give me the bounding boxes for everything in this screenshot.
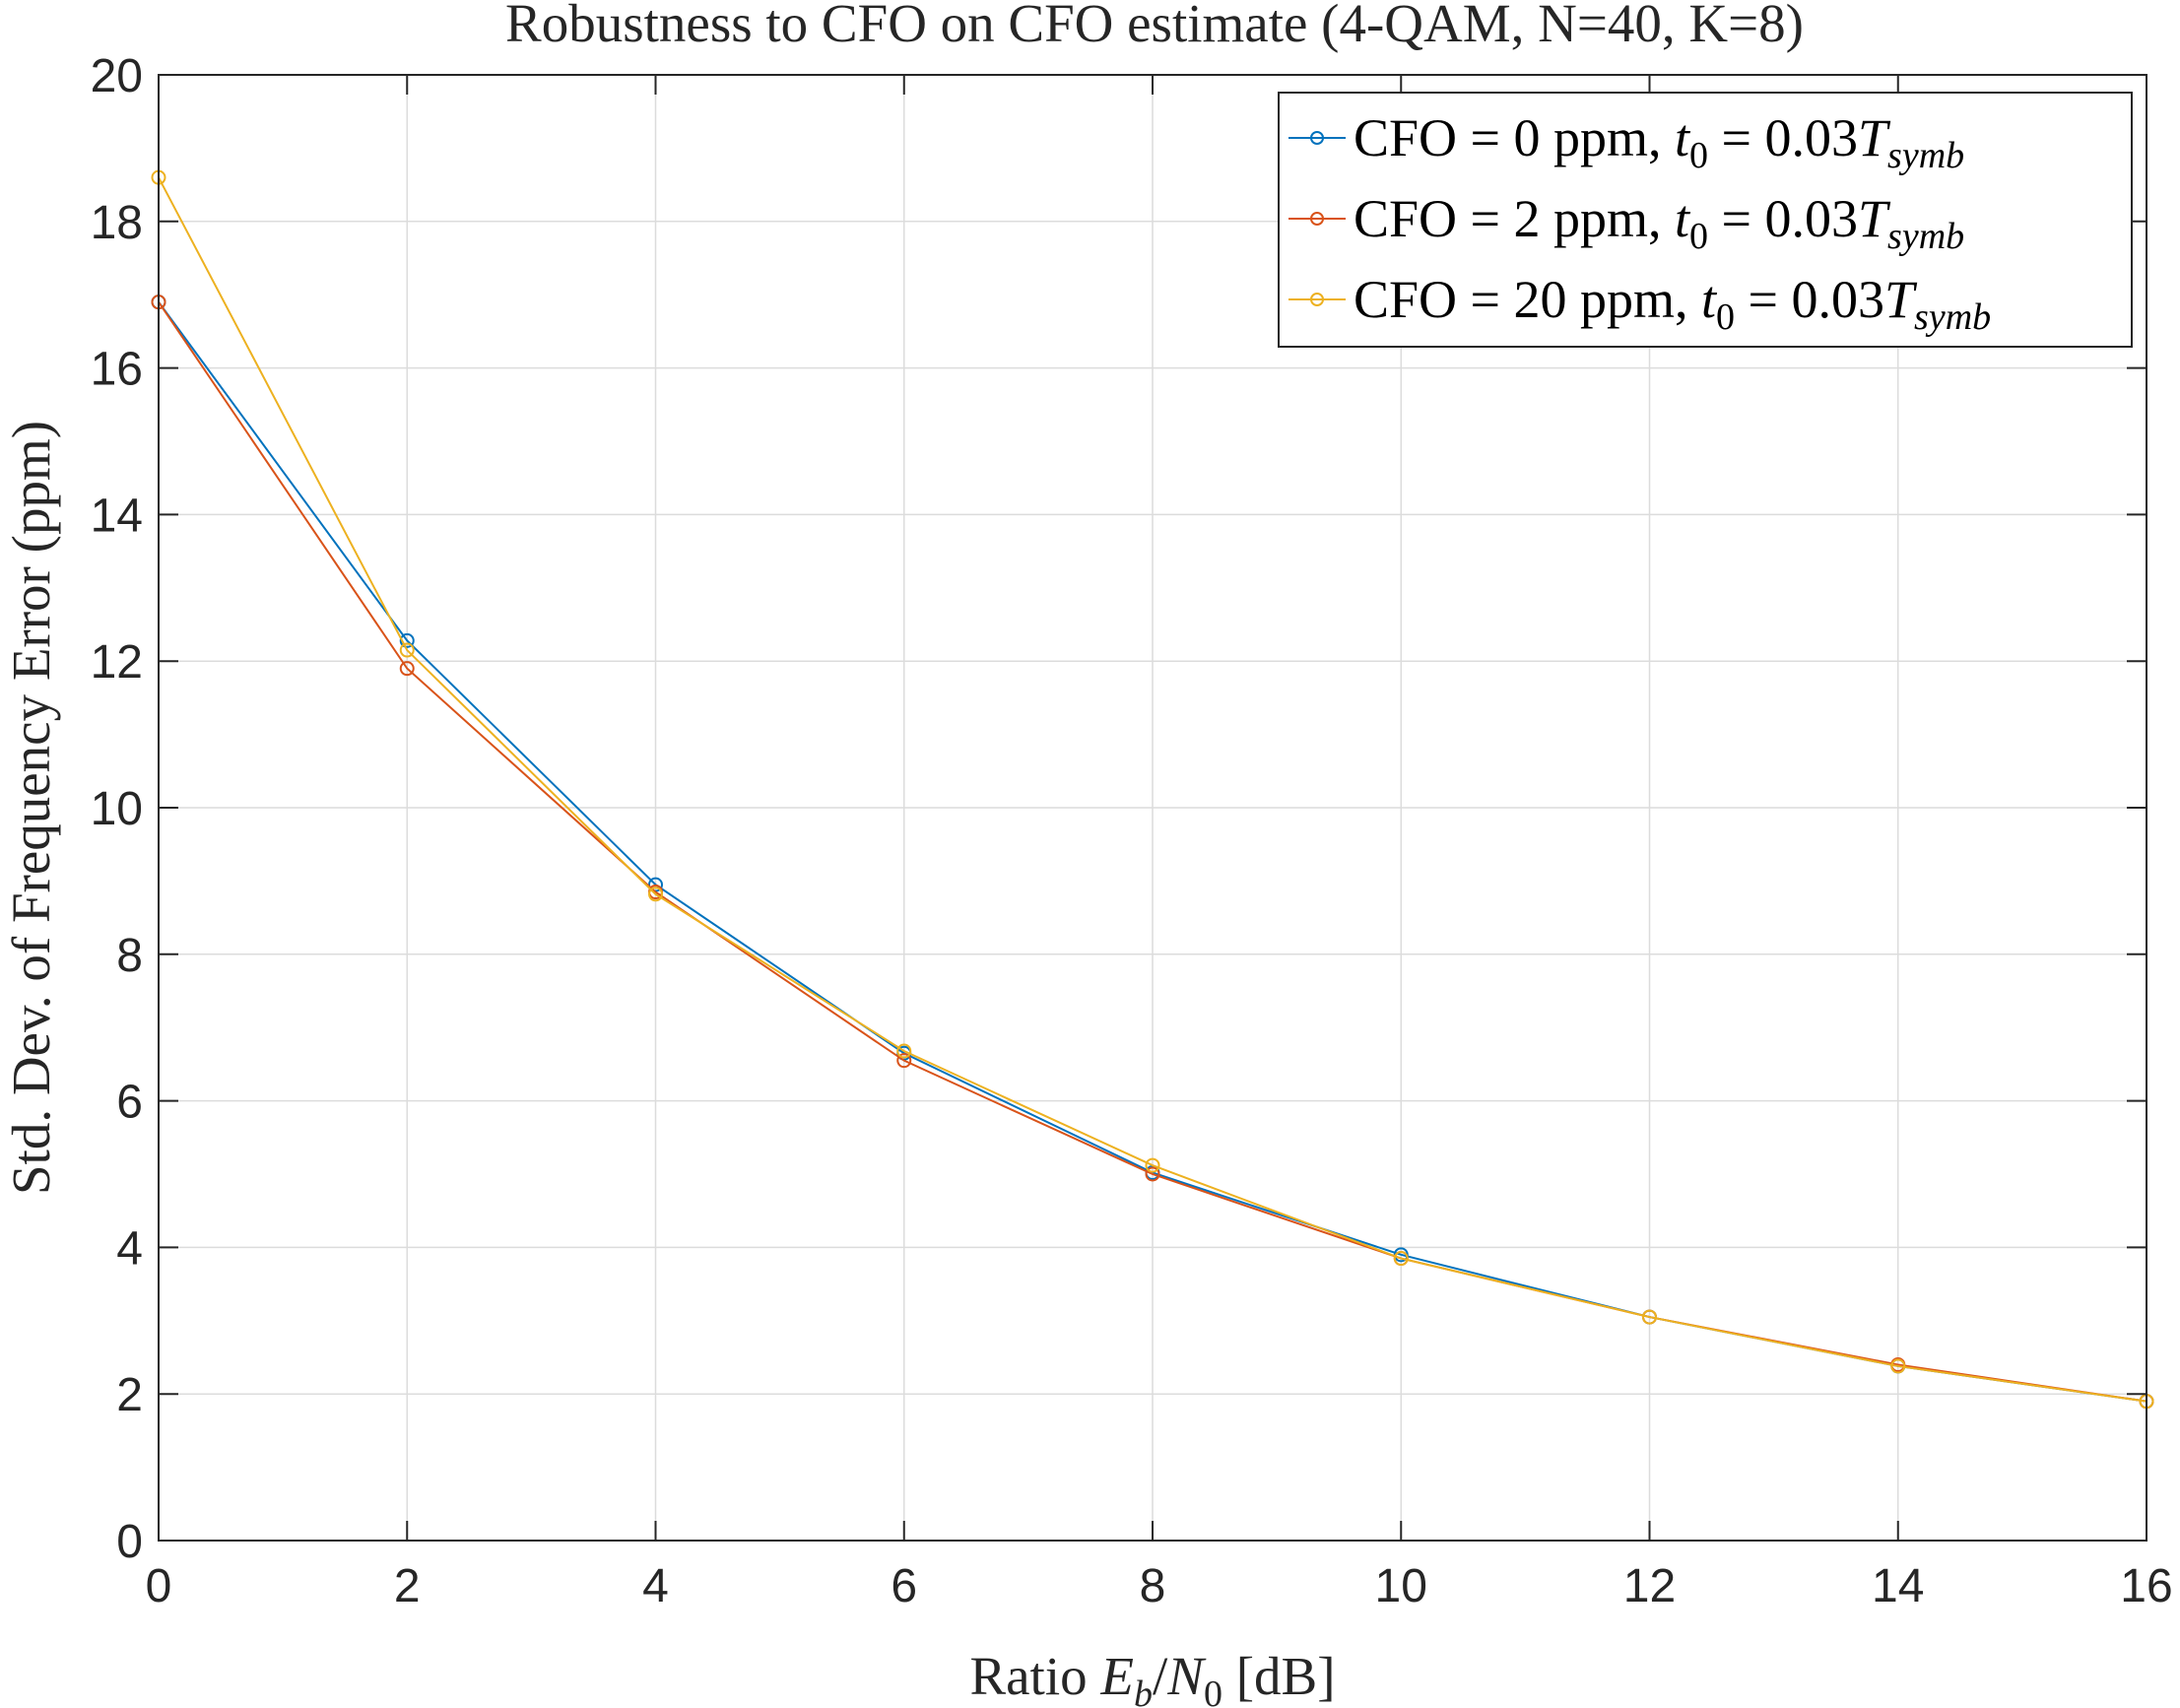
- legend-entry-0: CFO = 0 ppm, t0 = 0.03Tsymb: [1288, 108, 1964, 176]
- legend-entry-2: CFO = 20 ppm, t0 = 0.03Tsymb: [1288, 270, 1991, 338]
- legend-marker-2: [1310, 293, 1324, 306]
- series-line-2: [158, 176, 2147, 1403]
- series-2-point: [648, 887, 663, 902]
- y-axis-label: Std. Dev. of Frequency Error (ppm): [1, 421, 61, 1195]
- x-axis-label: Ratio Eb/N0 [dB]: [969, 1646, 1335, 1708]
- y-tick-label: 12: [91, 636, 143, 689]
- series-2-point: [1890, 1358, 1906, 1374]
- legend-label-1: CFO = 2 ppm, t0 = 0.03Tsymb: [1354, 189, 1964, 257]
- ticks: 0 2 4 6 8 10 12 14 16 0 2 4 6 8 10 12 14 16 18 20: [91, 50, 2173, 1612]
- y-tick-label: 2: [116, 1369, 143, 1421]
- x-tick-label: 16: [2120, 1560, 2172, 1612]
- y-tick-label: 8: [116, 930, 143, 982]
- series-1-point: [1145, 1166, 1160, 1182]
- y-tick-label: 6: [116, 1077, 143, 1129]
- legend-box: [1278, 92, 2133, 348]
- series-2-point: [399, 642, 415, 658]
- y-tick-label: 18: [91, 197, 143, 249]
- series-1-point: [399, 661, 415, 677]
- chart-title: Robustness to CFO on CFO estimate (4-QAM…: [505, 0, 1804, 53]
- x-tick-label: 4: [642, 1560, 669, 1612]
- y-tick-label: 4: [116, 1222, 143, 1275]
- legend-marker-0: [1310, 131, 1324, 145]
- legend-entry-1: CFO = 2 ppm, t0 = 0.03Tsymb: [1288, 189, 1964, 257]
- y-tick-label: 20: [91, 50, 143, 102]
- series-2-point: [1393, 1251, 1409, 1267]
- x-tick-label: 8: [1140, 1560, 1166, 1612]
- y-tick-label: 14: [91, 490, 143, 542]
- y-tick-label: 0: [116, 1516, 143, 1568]
- x-tick-label: 14: [1872, 1560, 1924, 1612]
- legend: CFO = 0 ppm, t0 = 0.03Tsymb CFO = 2 ppm,…: [1278, 92, 2133, 348]
- x-tick-label: 2: [394, 1560, 421, 1612]
- x-tick-label: 0: [146, 1560, 172, 1612]
- series-2-point: [896, 1043, 912, 1059]
- legend-label-0: CFO = 0 ppm, t0 = 0.03Tsymb: [1354, 108, 1964, 176]
- series-0-point: [399, 632, 415, 648]
- legend-label-2: CFO = 20 ppm, t0 = 0.03Tsymb: [1354, 270, 1991, 338]
- x-tick-label: 12: [1623, 1560, 1676, 1612]
- series-1-point: [896, 1053, 912, 1069]
- series-2-point: [1145, 1157, 1160, 1173]
- x-tick-label: 6: [891, 1560, 917, 1612]
- y-tick-label: 16: [91, 344, 143, 396]
- series-2-point: [1642, 1309, 1657, 1325]
- legend-marker-1: [1310, 212, 1324, 226]
- y-tick-label: 10: [91, 783, 143, 835]
- series-layer: [151, 169, 2154, 1410]
- x-tick-label: 10: [1375, 1560, 1427, 1612]
